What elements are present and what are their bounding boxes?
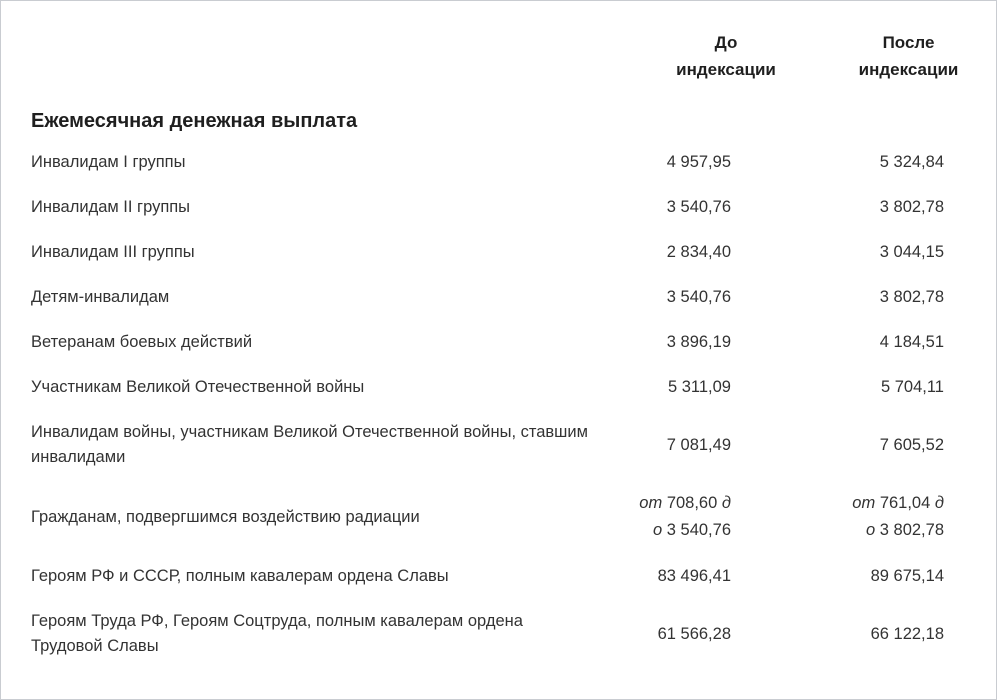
row-label: Героям Труда РФ, Героям Соцтруда, полным… — [31, 612, 523, 655]
row-label: Ветеранам боевых действий — [31, 333, 253, 351]
row-label: Инвалидам войны, участникам Великой Отеч… — [31, 423, 588, 466]
column-header-before: До индексации — [611, 29, 841, 83]
range-to-word-part2: о — [865, 521, 876, 539]
value-after-indexation: 3 802,78 — [879, 198, 944, 216]
range-line-1: от 708,60 д — [611, 490, 731, 517]
payments-table: До индексации После индексации Ежемесячн… — [1, 1, 996, 669]
value-after-indexation: 5 704,11 — [880, 378, 944, 396]
row-label: Героям РФ и СССР, полным кавалерам орден… — [31, 567, 449, 585]
range-line-1: от 761,04 д — [841, 490, 944, 517]
table-row: Инвалидам I группы 4 957,95 5 324,84 — [1, 140, 996, 185]
range-to-word-part2: о — [652, 521, 663, 539]
row-label: Инвалидам II группы — [31, 198, 191, 216]
row-label: Участникам Великой Отечественной войны — [31, 378, 365, 396]
table-row: Героям Труда РФ, Героям Соцтруда, полным… — [1, 599, 996, 669]
value-before-indexation: 3 540,76 — [666, 288, 731, 306]
value-after-indexation: 4 184,51 — [879, 333, 944, 351]
range-to-value: 3 540,76 — [666, 521, 731, 539]
value-before-indexation: 2 834,40 — [666, 243, 731, 261]
value-before-indexation-range: от 708,60 д о 3 540,76 — [611, 490, 841, 544]
range-from-value: 708,60 — [666, 494, 718, 512]
row-label: Гражданам, подвергшимся воздействию ради… — [31, 507, 420, 526]
row-label: Инвалидам III группы — [31, 243, 195, 261]
range-from-value: 761,04 — [879, 494, 931, 512]
range-from-word: от — [639, 494, 663, 512]
range-line-2: о 3 802,78 — [841, 517, 944, 544]
value-after-indexation: 5 324,84 — [879, 153, 944, 171]
range-from-word: от — [852, 494, 876, 512]
table-row: Инвалидам войны, участникам Великой Отеч… — [1, 410, 996, 480]
table-header-row: До индексации После индексации — [1, 1, 996, 83]
value-before-indexation: 3 896,19 — [666, 333, 731, 351]
table-row: Участникам Великой Отечественной войны 5… — [1, 365, 996, 410]
value-after-indexation: 89 675,14 — [870, 567, 944, 585]
value-before-indexation: 83 496,41 — [657, 567, 731, 585]
table-row: Ветеранам боевых действий 3 896,19 4 184… — [1, 320, 996, 365]
value-before-indexation: 61 566,28 — [657, 624, 731, 643]
range-to-word-part1: д — [721, 494, 731, 512]
value-before-indexation: 5 311,09 — [667, 378, 731, 396]
range-line-2: о 3 540,76 — [611, 517, 731, 544]
value-before-indexation: 7 081,49 — [666, 435, 731, 454]
range-to-value: 3 802,78 — [879, 521, 944, 539]
table-row: Героям РФ и СССР, полным кавалерам орден… — [1, 554, 996, 599]
value-after-indexation-range: от 761,04 д о 3 802,78 — [841, 490, 976, 544]
table-row: Инвалидам III группы 2 834,40 3 044,15 — [1, 230, 996, 275]
value-before-indexation: 4 957,95 — [666, 153, 731, 171]
row-label: Детям-инвалидам — [31, 288, 170, 306]
table-row: Инвалидам II группы 3 540,76 3 802,78 — [1, 185, 996, 230]
range-to-word-part1: д — [934, 494, 944, 512]
value-after-indexation: 3 802,78 — [879, 288, 944, 306]
column-header-after-label: После индексации — [858, 33, 959, 79]
column-header-after: После индексации — [841, 29, 976, 83]
value-after-indexation: 3 044,15 — [879, 243, 944, 261]
section-title: Ежемесячная денежная выплата — [31, 110, 358, 132]
value-before-indexation: 3 540,76 — [666, 198, 731, 216]
row-label: Инвалидам I группы — [31, 153, 186, 171]
table-row: Гражданам, подвергшимся воздействию ради… — [1, 480, 996, 554]
column-header-before-label: До индексации — [676, 33, 776, 79]
value-after-indexation: 66 122,18 — [870, 624, 944, 643]
value-after-indexation: 7 605,52 — [879, 435, 944, 454]
table-row: Детям-инвалидам 3 540,76 3 802,78 — [1, 275, 996, 320]
